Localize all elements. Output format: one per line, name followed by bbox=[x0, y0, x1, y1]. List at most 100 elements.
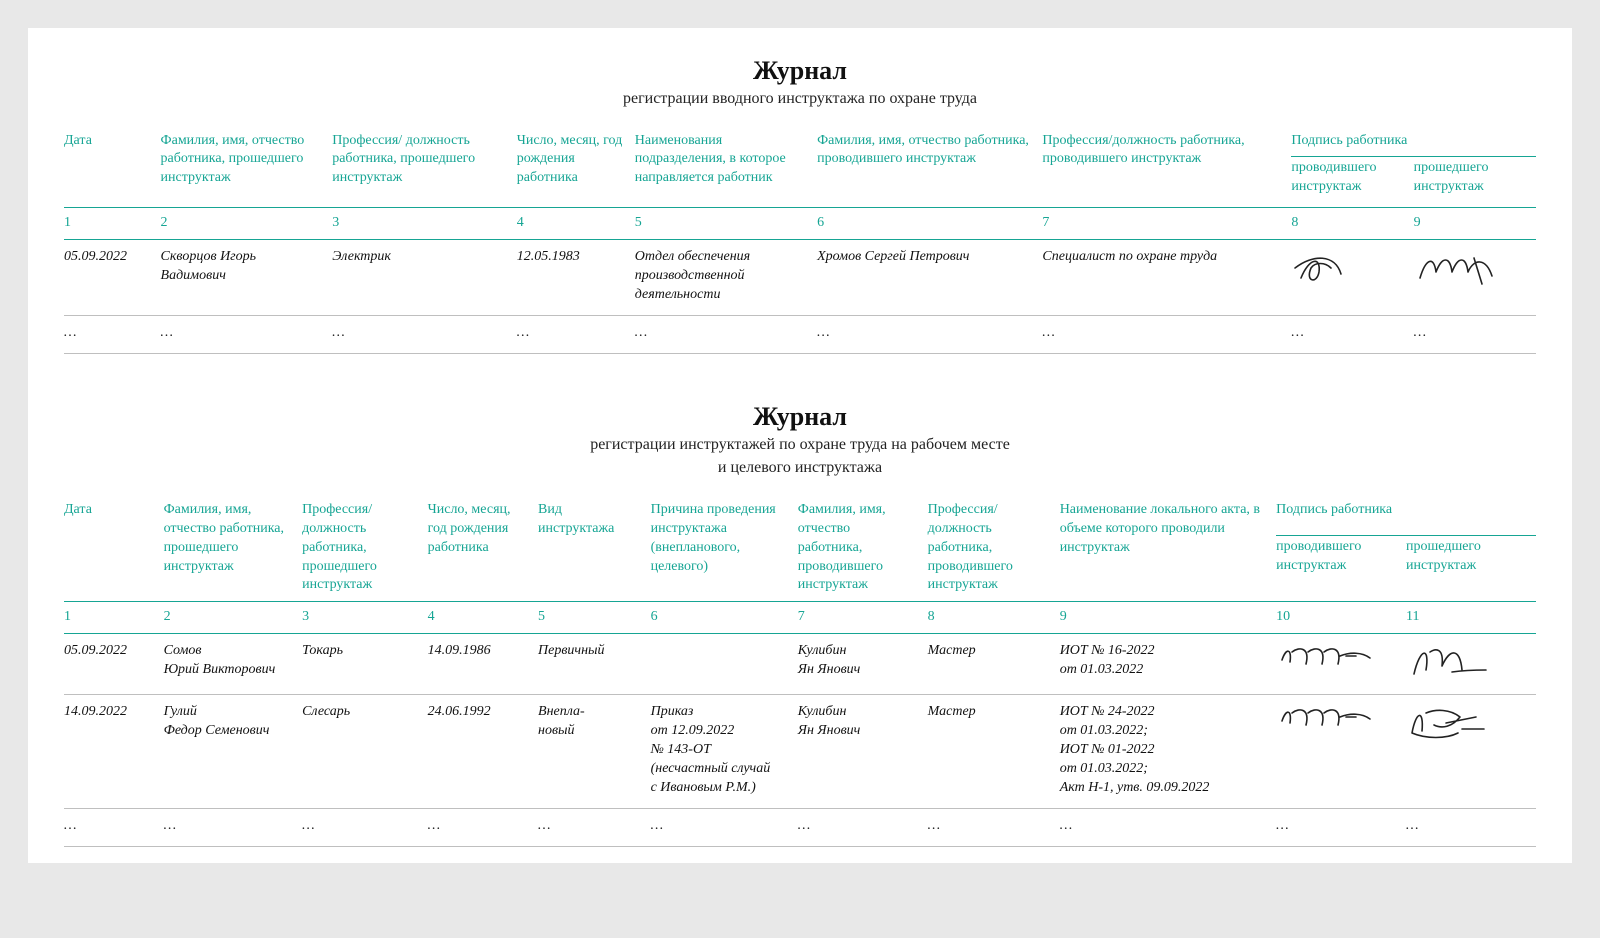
journal1-title-block: Журнал регистрации вводного инструктажа … bbox=[64, 56, 1536, 110]
table-cell: Скворцов Игорь Вадимович bbox=[161, 240, 333, 316]
table-row: 14.09.2022ГулийФедор СеменовичСлесарь24.… bbox=[64, 695, 1536, 808]
table-cell: … bbox=[817, 315, 1042, 353]
column-subheader: прошедшего инструктаж bbox=[1414, 157, 1536, 208]
column-number: 9 bbox=[1414, 208, 1536, 240]
column-subheader: проводившего инструктаж bbox=[1276, 535, 1406, 601]
column-number: 10 bbox=[1276, 602, 1406, 634]
journal2-title-block: Журнал регистрации инструктажей по охран… bbox=[64, 402, 1536, 479]
journal-introductory: Журнал регистрации вводного инструктажа … bbox=[64, 56, 1536, 354]
column-header: Профессия/ должность работника, прошедше… bbox=[332, 128, 517, 208]
table-cell: ИОТ № 24-2022от 01.03.2022;ИОТ № 01-2022… bbox=[1060, 695, 1276, 808]
table-cell: Приказот 12.09.2022№ 143-ОТ(несчастный с… bbox=[651, 695, 798, 808]
column-number: 8 bbox=[1291, 208, 1413, 240]
journal2-title: Журнал bbox=[64, 402, 1536, 432]
signature-instructor bbox=[1291, 240, 1413, 316]
column-number: 8 bbox=[928, 602, 1060, 634]
journal1-title: Журнал bbox=[64, 56, 1536, 86]
table-cell: КулибинЯн Янович bbox=[798, 634, 928, 695]
table-cell: Отдел обеспечения производственной деяте… bbox=[635, 240, 817, 316]
table-cell: 14.09.1986 bbox=[428, 634, 538, 695]
table-cell bbox=[651, 634, 798, 695]
column-header: Профессия/должность работника, проводивш… bbox=[1042, 128, 1291, 208]
table-cell: … bbox=[164, 808, 303, 846]
column-header: Подпись работника bbox=[1291, 128, 1536, 157]
signature-icon bbox=[1406, 642, 1502, 684]
table-cell: Токарь bbox=[302, 634, 428, 695]
table-cell: … bbox=[517, 315, 635, 353]
document-page: Журнал регистрации вводного инструктажа … bbox=[28, 28, 1572, 863]
table-cell: … bbox=[161, 315, 333, 353]
column-header: Число, месяц, год рождения работника bbox=[517, 128, 635, 208]
column-header: Причина проведения инструктажа (внеплано… bbox=[651, 497, 798, 602]
table-cell: … bbox=[302, 808, 428, 846]
table-cell: … bbox=[64, 315, 161, 353]
column-number: 2 bbox=[164, 602, 303, 634]
table-cell: СомовЮрий Викторович bbox=[164, 634, 303, 695]
column-number: 6 bbox=[817, 208, 1042, 240]
column-header: Наименование локального акта, в объеме к… bbox=[1060, 497, 1276, 602]
table-cell: … bbox=[798, 808, 928, 846]
signature-icon bbox=[1414, 248, 1510, 290]
column-number: 4 bbox=[428, 602, 538, 634]
table-row: 05.09.2022СомовЮрий ВикторовичТокарь14.0… bbox=[64, 634, 1536, 695]
column-header: Фамилия, имя, отчество работника, провод… bbox=[798, 497, 928, 602]
column-number: 6 bbox=[651, 602, 798, 634]
table-cell: … bbox=[635, 315, 817, 353]
column-number: 2 bbox=[161, 208, 333, 240]
table-cell: Электрик bbox=[332, 240, 517, 316]
column-number: 1 bbox=[64, 602, 164, 634]
signature-icon bbox=[1276, 642, 1372, 684]
table-row: ……………………… bbox=[64, 315, 1536, 353]
column-number: 5 bbox=[635, 208, 817, 240]
table-cell: … bbox=[64, 808, 164, 846]
column-number: 7 bbox=[798, 602, 928, 634]
column-number: 9 bbox=[1060, 602, 1276, 634]
table-cell: … bbox=[651, 808, 798, 846]
table-cell: … bbox=[1060, 808, 1276, 846]
journal-workplace: Журнал регистрации инструктажей по охран… bbox=[64, 402, 1536, 847]
table-cell: 05.09.2022 bbox=[64, 634, 164, 695]
table-cell: 12.05.1983 bbox=[517, 240, 635, 316]
table-cell: Специалист по охране труда bbox=[1042, 240, 1291, 316]
journal2-table: ДатаФамилия, имя, отчество работника, пр… bbox=[64, 497, 1536, 847]
table-cell: … bbox=[538, 808, 651, 846]
table-cell: 24.06.1992 bbox=[428, 695, 538, 808]
column-header: Подпись работника bbox=[1276, 497, 1536, 535]
journal2-subtitle-line1: регистрации инструктажей по охране труда… bbox=[64, 434, 1536, 456]
column-header: Профессия/ должность работника, прошедше… bbox=[302, 497, 428, 602]
column-number: 4 bbox=[517, 208, 635, 240]
signature-instructor bbox=[1276, 695, 1406, 808]
column-header: Дата bbox=[64, 497, 164, 602]
table-cell: Первичный bbox=[538, 634, 651, 695]
table-cell: Мастер bbox=[928, 695, 1060, 808]
column-number: 7 bbox=[1042, 208, 1291, 240]
table-cell: 14.09.2022 bbox=[64, 695, 164, 808]
table-cell: КулибинЯн Янович bbox=[798, 695, 928, 808]
column-number: 3 bbox=[332, 208, 517, 240]
column-subheader: прошедшего инструктаж bbox=[1406, 535, 1536, 601]
signature-icon bbox=[1406, 703, 1502, 745]
signature-icon bbox=[1291, 248, 1387, 290]
column-header: Фамилия, имя, отчество работника, прошед… bbox=[161, 128, 333, 208]
column-header: Вид инструктажа bbox=[538, 497, 651, 602]
table-cell: Внепла-новый bbox=[538, 695, 651, 808]
column-header: Профессия/ должность работника, проводив… bbox=[928, 497, 1060, 602]
table-cell: Хромов Сергей Петрович bbox=[817, 240, 1042, 316]
column-header: Фамилия, имя, отчество работника, провод… bbox=[817, 128, 1042, 208]
column-header: Фамилия, имя, отчество работника, прошед… bbox=[164, 497, 303, 602]
column-number: 1 bbox=[64, 208, 161, 240]
table-cell: … bbox=[1406, 808, 1536, 846]
journal2-subtitle-line2: и целевого инструктажа bbox=[64, 457, 1536, 479]
column-number: 5 bbox=[538, 602, 651, 634]
table-cell: Мастер bbox=[928, 634, 1060, 695]
table-cell: … bbox=[1276, 808, 1406, 846]
signature-trainee bbox=[1406, 695, 1536, 808]
signature-trainee bbox=[1414, 240, 1536, 316]
signature-trainee bbox=[1406, 634, 1536, 695]
table-cell: … bbox=[1414, 315, 1536, 353]
table-row: …………………………… bbox=[64, 808, 1536, 846]
column-header: Дата bbox=[64, 128, 161, 208]
column-header: Наименования подразделения, в которое на… bbox=[635, 128, 817, 208]
column-number: 3 bbox=[302, 602, 428, 634]
journal1-table: ДатаФамилия, имя, отчество работника, пр… bbox=[64, 128, 1536, 354]
